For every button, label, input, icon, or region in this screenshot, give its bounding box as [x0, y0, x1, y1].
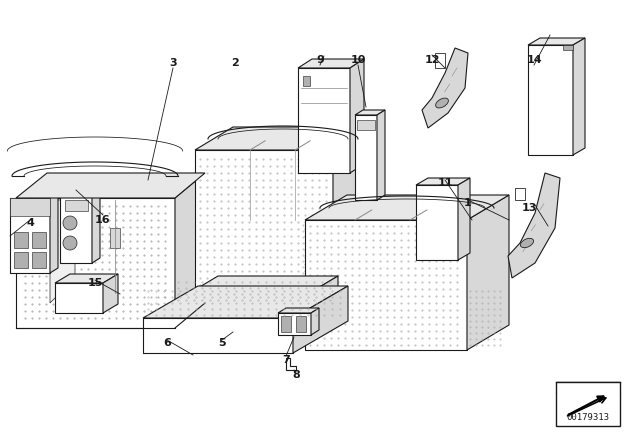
- Polygon shape: [528, 45, 573, 155]
- Polygon shape: [32, 232, 46, 248]
- Polygon shape: [508, 173, 560, 278]
- Bar: [556, 382, 620, 426]
- Ellipse shape: [520, 238, 534, 248]
- Text: 15: 15: [87, 278, 102, 288]
- Polygon shape: [293, 276, 338, 330]
- Polygon shape: [10, 198, 50, 216]
- Polygon shape: [528, 38, 585, 45]
- Polygon shape: [110, 228, 120, 248]
- Polygon shape: [55, 274, 118, 283]
- Polygon shape: [278, 308, 319, 313]
- Polygon shape: [195, 150, 333, 290]
- Polygon shape: [298, 68, 350, 173]
- Polygon shape: [416, 185, 458, 260]
- Polygon shape: [377, 110, 385, 200]
- Text: 9: 9: [316, 55, 324, 65]
- Polygon shape: [311, 308, 319, 335]
- Polygon shape: [32, 252, 46, 268]
- Polygon shape: [195, 127, 371, 150]
- Polygon shape: [55, 283, 103, 313]
- Polygon shape: [65, 200, 88, 211]
- Text: 4: 4: [26, 218, 34, 228]
- Polygon shape: [281, 316, 291, 332]
- Polygon shape: [143, 286, 348, 318]
- Polygon shape: [458, 178, 470, 260]
- Polygon shape: [92, 190, 100, 263]
- Polygon shape: [14, 232, 28, 248]
- Polygon shape: [16, 173, 205, 198]
- Polygon shape: [357, 120, 375, 130]
- Polygon shape: [175, 173, 205, 328]
- Polygon shape: [305, 220, 467, 350]
- Text: 3: 3: [169, 58, 177, 68]
- Polygon shape: [467, 195, 509, 350]
- Polygon shape: [278, 313, 311, 335]
- Text: 00179313: 00179313: [566, 413, 609, 422]
- Polygon shape: [333, 127, 371, 290]
- Text: 10: 10: [350, 55, 365, 65]
- Polygon shape: [60, 195, 92, 263]
- Polygon shape: [298, 59, 364, 68]
- Polygon shape: [50, 200, 75, 303]
- Polygon shape: [303, 76, 310, 86]
- Polygon shape: [515, 188, 525, 200]
- Circle shape: [63, 216, 77, 230]
- Text: 1: 1: [464, 198, 472, 208]
- Text: 2: 2: [231, 58, 239, 68]
- Text: 12: 12: [424, 55, 440, 65]
- Polygon shape: [173, 276, 338, 303]
- Polygon shape: [286, 358, 296, 370]
- Text: 7: 7: [282, 355, 290, 365]
- Polygon shape: [305, 195, 509, 220]
- Polygon shape: [355, 110, 385, 115]
- Polygon shape: [14, 252, 28, 268]
- Polygon shape: [350, 59, 364, 173]
- Text: 16: 16: [95, 215, 111, 225]
- Polygon shape: [173, 303, 293, 330]
- Ellipse shape: [436, 98, 449, 108]
- Text: 14: 14: [526, 55, 542, 65]
- Polygon shape: [573, 38, 585, 155]
- Polygon shape: [143, 318, 293, 353]
- Polygon shape: [16, 198, 175, 328]
- Text: 5: 5: [218, 338, 226, 348]
- Polygon shape: [416, 178, 470, 185]
- Text: 8: 8: [292, 370, 300, 380]
- Polygon shape: [422, 48, 468, 128]
- Polygon shape: [435, 53, 445, 68]
- Polygon shape: [296, 316, 306, 332]
- Polygon shape: [563, 45, 573, 50]
- Polygon shape: [10, 198, 50, 273]
- Polygon shape: [355, 115, 377, 200]
- Polygon shape: [50, 193, 58, 273]
- Text: 6: 6: [163, 338, 171, 348]
- Polygon shape: [293, 286, 348, 353]
- Polygon shape: [103, 274, 118, 313]
- Text: 13: 13: [522, 203, 537, 213]
- Text: 11: 11: [437, 178, 452, 188]
- Circle shape: [63, 236, 77, 250]
